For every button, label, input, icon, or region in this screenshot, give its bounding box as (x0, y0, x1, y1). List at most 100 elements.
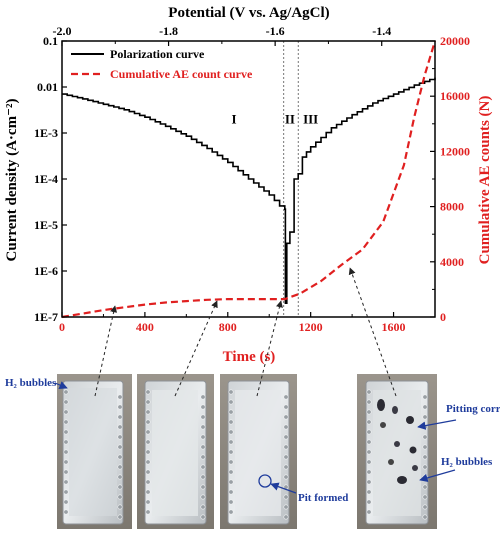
edge-bubble (366, 419, 372, 425)
edge-bubble (200, 404, 206, 410)
bottom-tick-label: 0 (59, 320, 65, 334)
left-tick-label: 1E-3 (34, 126, 58, 140)
top-tick-label: -1.6 (266, 24, 285, 38)
right-tick-label: 16000 (440, 89, 470, 103)
edge-bubble (283, 434, 289, 440)
edge-bubble (63, 509, 69, 515)
edge-bubble (63, 439, 69, 445)
edge-bubble (283, 424, 289, 430)
edge-bubble (63, 429, 69, 435)
top-tick-label: -1.8 (159, 24, 178, 38)
edge-bubble (200, 464, 206, 470)
edge-bubble (117, 394, 123, 400)
edge-bubble (228, 419, 234, 425)
bottom-axis-ticks: 0 400 800 1200 1600 (59, 312, 406, 334)
edge-bubble (63, 479, 69, 485)
edge-bubble (366, 479, 372, 485)
note-arrow-h2-bubbles-right (419, 469, 456, 482)
edge-bubble (63, 449, 69, 455)
edge-bubble (422, 464, 428, 470)
edge-bubble (63, 409, 69, 415)
edge-bubble (145, 419, 151, 425)
legend: Polarization curve Cumulative AE count c… (71, 47, 253, 81)
legend-label-polarization: Polarization curve (110, 47, 205, 61)
edge-bubble (228, 469, 234, 475)
photo-1-specimen-face (69, 388, 117, 516)
edge-bubble (200, 504, 206, 510)
edge-bubble (200, 394, 206, 400)
edge-bubble (63, 499, 69, 505)
edge-bubble (117, 484, 123, 490)
region-label: II (285, 112, 295, 127)
edge-bubble (117, 444, 123, 450)
note-pitting-corrosion: Pitting corrosion (446, 403, 500, 415)
edge-bubble (366, 439, 372, 445)
edge-bubble (283, 454, 289, 460)
edge-bubble (228, 429, 234, 435)
right-tick-label: 4000 (440, 255, 464, 269)
edge-bubble (422, 414, 428, 420)
pit-marker-circle (258, 474, 272, 488)
edge-bubble (283, 464, 289, 470)
edge-bubble (117, 434, 123, 440)
edge-bubble (283, 474, 289, 480)
note-h2-bubbles-left: H₂ bubbles (5, 377, 57, 389)
top-axis-ticks: -2.0 -1.8 -1.6 -1.4 (53, 24, 391, 46)
corrosion-pits (377, 399, 418, 484)
edge-bubble (200, 434, 206, 440)
note-arrow-pit-formed (270, 482, 297, 494)
region-label: I (231, 112, 236, 127)
edge-bubble (145, 399, 151, 405)
edge-bubble (366, 459, 372, 465)
left-tick-label: 1E-4 (34, 172, 58, 186)
left-axis-title: Current density (A·cm⁻²) (4, 99, 20, 262)
edge-bubble (117, 504, 123, 510)
edge-bubble (145, 489, 151, 495)
top-tick-label: -2.0 (53, 24, 72, 38)
edge-bubble (117, 414, 123, 420)
edge-bubble (117, 454, 123, 460)
edge-bubble (422, 494, 428, 500)
edge-bubble (145, 509, 151, 515)
edge-bubble (366, 509, 372, 515)
edge-bubble (422, 404, 428, 410)
edge-bubble (422, 444, 428, 450)
edge-bubble (117, 514, 123, 520)
edge-bubble (228, 399, 234, 405)
edge-bubble (145, 499, 151, 505)
edge-bubble (366, 489, 372, 495)
edge-bubble (228, 489, 234, 495)
edge-bubble (422, 434, 428, 440)
right-tick-label: 8000 (440, 200, 464, 214)
edge-bubble (145, 439, 151, 445)
edge-bubble (366, 449, 372, 455)
left-tick-label: 0.01 (37, 80, 58, 94)
edge-bubble (228, 389, 234, 395)
edge-bubble (200, 414, 206, 420)
right-axis-ticks: 0 4000 8000 12000 16000 20000 (430, 34, 470, 324)
edge-bubble (117, 404, 123, 410)
left-axis-ticks: 1E-7 1E-6 1E-5 1E-4 1E-3 0.01 0.1 (34, 34, 67, 324)
right-tick-label: 20000 (440, 34, 470, 48)
edge-bubble (145, 409, 151, 415)
edge-bubble (228, 409, 234, 415)
region-labels: I II III (231, 112, 318, 127)
edge-bubble (283, 504, 289, 510)
note-arrow-pitting-corrosion (417, 419, 457, 430)
edge-bubble (117, 464, 123, 470)
top-axis-title: Potential (V vs. Ag/AgCl) (168, 5, 329, 21)
bottom-tick-label: 1600 (382, 320, 406, 334)
note-pit-formed: Pit formed (298, 492, 348, 504)
edge-bubble (145, 449, 151, 455)
note-arrow-h2-bubbles-left (54, 381, 68, 389)
edge-bubble (200, 494, 206, 500)
edge-bubble (63, 459, 69, 465)
edge-bubble (366, 399, 372, 405)
edge-bubble (145, 469, 151, 475)
edge-bubble (283, 414, 289, 420)
polarization-curve-line (62, 77, 436, 304)
edge-bubble (283, 404, 289, 410)
photo-panel-1 (57, 374, 132, 529)
edge-bubble (145, 429, 151, 435)
photo-2-specimen-face (152, 390, 198, 516)
